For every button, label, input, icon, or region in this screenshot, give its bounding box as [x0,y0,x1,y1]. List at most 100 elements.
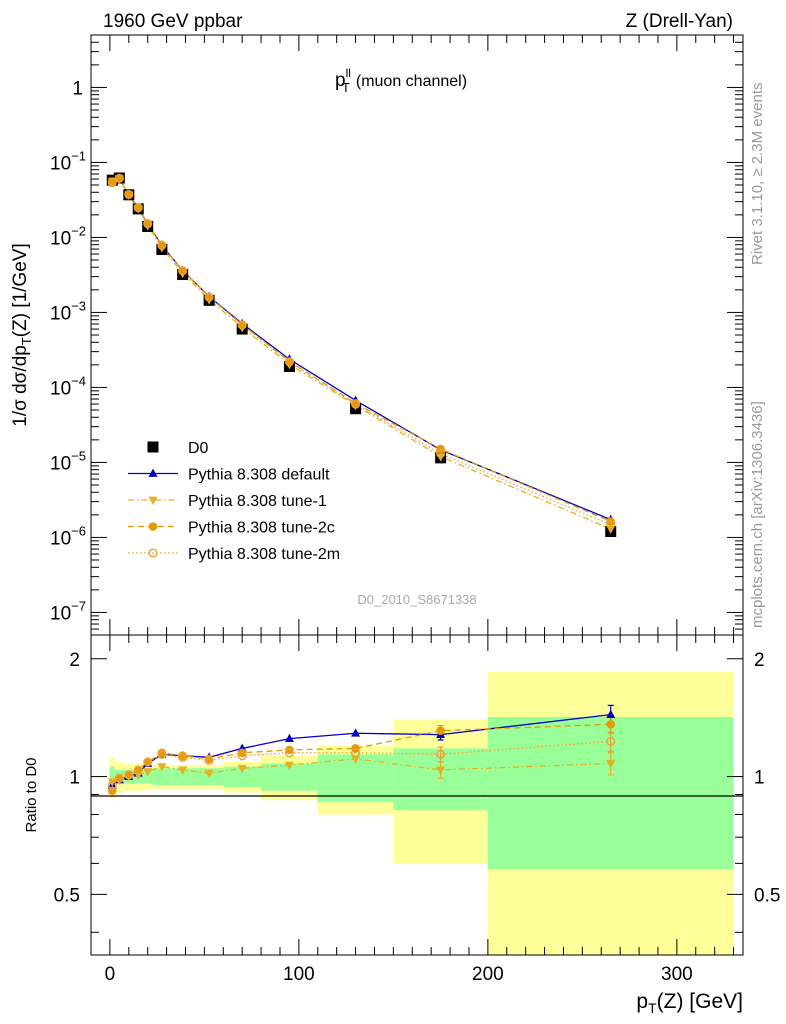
ratio-tick-label-right: 2 [754,650,765,671]
ratio-tick-label-left: 1 [69,768,80,789]
stat-uncertainty-band [109,766,115,788]
legend-label: Pythia 8.308 default [188,467,330,484]
mc-point-main [436,449,446,459]
mc-point-ratio [204,769,214,779]
mc-point-ratio [178,766,188,775]
mc-point-ratio [124,770,134,780]
mc-point-main [107,177,117,187]
mc-point-main [143,219,153,229]
mc-point-main [351,399,361,409]
mc-point-ratio [351,755,361,764]
stat-uncertainty-band [152,768,172,786]
y-tick-label: 1 [72,78,83,99]
y-tick-label: 10−6 [50,523,86,549]
mc-point-main [157,240,167,250]
y-tick-label: 10−4 [50,373,86,399]
mc-point-ratio [606,709,616,718]
legend-marker [147,441,159,453]
y-tick-label: 10−2 [50,223,86,249]
mc-point-ratio [351,728,361,737]
main-frame [90,34,744,636]
mc-point-ratio [237,748,247,758]
legend-label: Pythia 8.308 tune-2m [188,546,340,563]
mc-point-main [115,174,124,183]
mc-point-ratio [157,763,167,772]
mc-point-ratio [204,755,214,765]
process-label: Z (Drell-Yan) [626,11,733,32]
chart-title: pll T (muon channel) [335,66,467,95]
ratio-tick-label-right: 1 [754,768,765,789]
ratio-y-axis-label: Ratio to D0 [23,757,40,832]
energy-label: 1960 GeV ppbar [103,11,243,32]
ratio-ticks: 0 100 200 300 2 2 1 1 0.5 0.5 [54,635,780,985]
x-tick-label: 300 [661,964,693,985]
legend-label: Pythia 8.308 tune-1 [188,493,327,510]
mc-point-ratio [351,748,361,758]
rivet-version-label: Rivet 3.1.10, ≥ 2.3M events [749,83,766,266]
mc-point-main [124,189,134,200]
main-panel: 1 10−1 10−2 10−3 10−4 10−5 10−6 10−7 pll T (muon … [10,34,744,636]
legend-marker [148,468,158,477]
mc-point-ratio [284,733,294,743]
x-tick-label: 0 [105,964,116,985]
mc-point-ratio [284,748,294,758]
mc-point-ratio [237,764,247,774]
mc-point-ratio [114,773,124,783]
x-tick-label: 200 [472,964,504,985]
mc-point-main [133,203,143,212]
mc-point-main [178,266,188,276]
ratio-frame [90,634,744,956]
y-tick-label: 10−5 [50,448,86,474]
mc-point-main [204,292,214,302]
legend-marker [148,522,158,531]
mc-point-main [178,266,187,275]
stat-uncertainty-band [223,766,262,788]
legend-marker [148,548,158,558]
uncertainty-bands [109,672,734,955]
legend: D0 Pythia 8.308 default Pythia 8.308 tune-… [128,440,340,563]
mc-point-main [237,320,247,330]
ratio-tick-label-right: 0.5 [754,885,780,906]
legend-label: Pythia 8.308 tune-2c [188,520,335,537]
mc-point-main [114,173,124,183]
mc-point-ratio [143,757,152,767]
mc-point-ratio [157,749,167,759]
mc-point-ratio [107,778,117,787]
mc-point-ratio [285,745,294,755]
mc-point-ratio [143,757,153,767]
mc-point-main [284,357,294,367]
mc-point-ratio [436,749,446,759]
ratio-panel: 0 100 200 300 2 2 1 1 0.5 0.5 Ratio to D0 pT(Z) [… [23,634,780,1016]
mcplots-label: mcplots.cern.ch [arXiv:1306.3436] [749,401,766,628]
ratio-tick-label-left: 0.5 [54,885,80,906]
mc-point-ratio [237,751,247,761]
mc-point-main [436,444,445,454]
mc-point-main [606,520,616,530]
analysis-label: D0_2010_S8671338 [357,592,476,607]
y-tick-label: 10−7 [50,598,86,624]
mc-point-ratio [133,765,143,775]
mc-point-ratio [133,765,143,775]
stat-uncertainty-band [142,769,153,784]
mc-point-ratio [143,768,153,777]
mc-point-ratio [284,761,294,771]
y-tick-label: 10−3 [50,298,86,324]
mc-point-main [124,190,134,199]
mc-point-main [204,292,214,302]
legend-label: D0 [188,440,209,457]
mc-point-ratio [178,752,188,762]
mc-point-ratio [606,720,615,729]
mc-point-ratio [107,780,117,790]
y-axis-label: 1/σ dσ/dpT(Z) [1/GeV] [10,243,34,426]
mc-point-ratio [606,760,616,769]
main-ticks: 1 10−1 10−2 10−3 10−4 10−5 10−6 10−7 [50,34,743,636]
legend-marker [148,496,158,505]
mc-point-main [133,203,143,213]
mc-point-main [143,219,152,228]
x-tick-label: 100 [283,964,315,985]
ratio-tick-label-left: 2 [69,650,80,671]
mc-point-ratio [115,773,124,783]
mc-point-main [157,240,167,250]
ratio-data-layer [107,704,616,796]
